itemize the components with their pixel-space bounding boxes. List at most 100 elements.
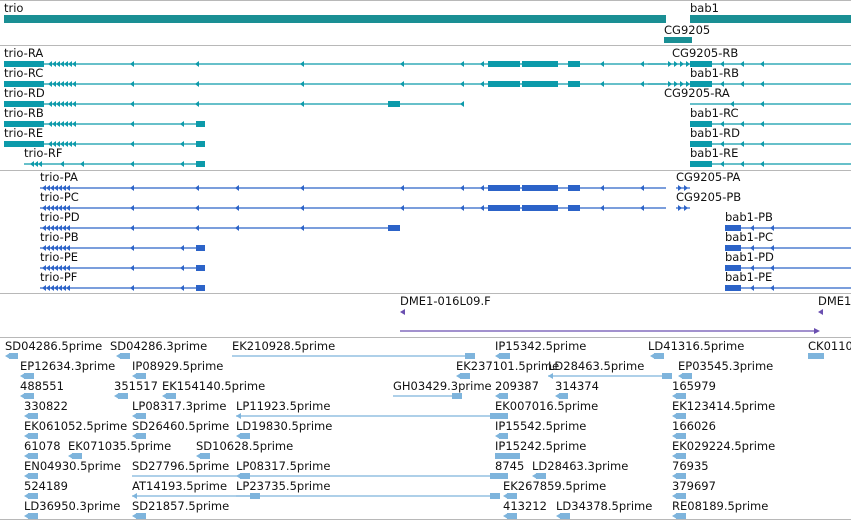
est-feature[interactable] [672,453,686,459]
est-feature[interactable] [114,393,128,399]
transcript-feature[interactable] [4,81,666,87]
gene-feature[interactable] [4,15,666,23]
est-label: EK007016.5prime [495,399,598,413]
clone-end-marker[interactable] [400,309,405,315]
protein-label: trio-PA [40,170,78,184]
est-label: 524189 [24,479,68,493]
est-feature[interactable] [678,373,692,379]
transcript-feature[interactable] [4,141,205,147]
transcript-feature[interactable] [690,141,851,147]
est-feature[interactable] [672,393,686,399]
est-feature[interactable] [672,513,686,519]
protein-feature[interactable] [40,285,205,291]
transcript-feature[interactable] [4,101,464,107]
transcript-label: bab1-RC [690,106,739,120]
est-feature[interactable] [116,353,130,359]
transcript-feature[interactable] [690,101,851,107]
est-feature[interactable] [495,453,520,459]
protein-feature[interactable] [725,285,851,291]
est-feature[interactable] [495,413,508,419]
est-feature[interactable] [24,453,38,459]
est-label: SD04286.3prime [110,339,207,353]
est-feature[interactable] [495,393,508,399]
est-feature[interactable] [236,473,250,479]
protein-label: trio-PF [40,270,77,284]
protein-feature[interactable] [40,225,400,231]
clone-end-marker[interactable] [818,309,823,315]
transcript-feature[interactable] [690,121,851,127]
est-feature[interactable] [24,433,38,439]
est-feature[interactable] [672,413,686,419]
est-feature[interactable] [495,353,510,359]
est-feature[interactable] [503,493,517,499]
est-feature[interactable] [24,473,38,479]
est-feature[interactable] [503,513,517,519]
transcript-label: CG9205-RB [672,46,738,60]
est-label: 166026 [672,419,716,433]
est-feature[interactable] [555,393,568,399]
est-feature[interactable] [20,393,34,399]
est-label: SD27796.5prime [132,459,229,473]
est-feature[interactable] [495,433,508,439]
est-feature[interactable] [232,353,475,359]
transcript-label: trio-RA [4,46,43,60]
est-feature[interactable] [672,433,686,439]
est-feature[interactable] [672,473,686,479]
est-label: 314374 [555,379,599,393]
protein-feature[interactable] [40,265,205,271]
est-feature[interactable] [24,413,38,419]
est-feature[interactable] [556,513,570,519]
protein-feature[interactable] [40,185,666,191]
transcript-feature[interactable] [4,121,205,127]
est-feature[interactable] [650,353,664,359]
est-feature[interactable] [24,513,38,519]
est-feature[interactable] [672,493,686,499]
est-feature[interactable] [393,393,462,399]
est-feature[interactable] [532,473,546,479]
protein-label: trio-PD [40,210,80,224]
transcript-feature[interactable] [690,61,851,67]
est-feature[interactable] [236,433,250,439]
est-label: LP11923.5prime [236,399,330,413]
est-feature[interactable] [808,353,824,359]
est-label: EK123414.5prime [672,399,775,413]
protein-feature[interactable] [676,205,690,211]
protein-feature[interactable] [40,245,205,251]
est-label: LD41316.5prime [648,339,744,353]
est-feature[interactable] [5,353,18,359]
est-track: SD04286.5prime SD04286.3prime EK210928.5pr… [5,339,851,519]
transcript-feature[interactable] [4,61,666,67]
protein-feature[interactable] [676,185,690,191]
est-feature[interactable] [132,373,146,379]
est-feature[interactable] [132,513,146,519]
est-label: SD21857.5prime [132,499,229,513]
transcript-label: bab1-RB [690,66,739,80]
est-feature[interactable] [132,433,146,439]
transcript-feature[interactable] [648,81,690,87]
gene-feature[interactable] [690,15,851,23]
est-feature[interactable] [548,373,672,379]
transcript-feature[interactable] [648,61,690,67]
est-label: 379697 [672,479,716,493]
est-label: GH03429.3prime [393,379,492,393]
protein-feature[interactable] [725,245,851,251]
protein-feature[interactable] [725,225,851,231]
est-label: IP08929.5prime [132,359,223,373]
est-feature[interactable] [495,473,508,479]
est-feature[interactable] [132,413,146,419]
est-feature[interactable] [24,493,38,499]
est-feature[interactable] [20,373,34,379]
transcript-feature[interactable] [690,81,851,87]
est-label: 209387 [495,379,539,393]
est-feature[interactable] [236,493,500,499]
protein-feature[interactable] [725,265,851,271]
est-feature[interactable] [456,373,470,379]
transcript-feature[interactable] [24,161,205,167]
est-feature[interactable] [68,453,82,459]
est-feature[interactable] [196,453,210,459]
est-feature[interactable] [162,393,176,399]
protein-feature[interactable] [40,205,666,211]
transcript-feature[interactable] [690,161,851,167]
gene-feature[interactable] [664,37,692,43]
est-label: LD28463.3prime [532,459,628,473]
